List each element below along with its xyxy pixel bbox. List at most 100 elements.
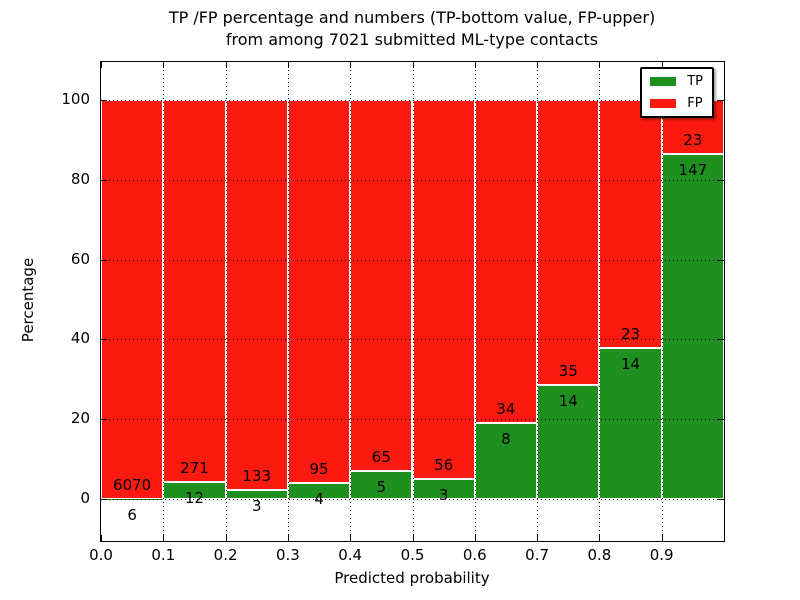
bar-fp-segment <box>163 100 226 483</box>
x-gridline <box>225 62 227 541</box>
x-tick-mark <box>661 535 663 541</box>
x-tick-mark <box>101 62 102 68</box>
x-tick-mark <box>537 62 539 68</box>
x-tick-mark <box>163 535 165 541</box>
bar-tp-segment <box>661 153 724 499</box>
bar-tp-segment <box>163 482 226 499</box>
bar-tp-count-label: 12 <box>184 489 204 508</box>
y-tick-mark <box>718 419 724 421</box>
bar-fp-count-label: 133 <box>242 467 272 486</box>
x-gridline <box>474 62 476 541</box>
y-tick-mark <box>718 100 724 101</box>
bar-tp-segment <box>412 478 475 499</box>
y-tick-mark <box>718 339 724 341</box>
bar-fp-segment <box>537 100 600 385</box>
bar-fp-count-label: 65 <box>371 447 391 466</box>
x-axis-label: Predicted probability <box>334 569 490 587</box>
x-tick-mark <box>474 535 476 541</box>
legend-label: TP <box>687 74 703 89</box>
y-tick-label: 100 <box>61 90 90 108</box>
bar-fp-count-label: 34 <box>496 400 516 418</box>
x-tick-mark <box>350 535 352 541</box>
plot-area: TP FP 6070 6 271 12 133 3 95 4 65 5 56 3 34 8 35 14 23 14 2… <box>100 61 725 542</box>
bar-tp-segment <box>287 482 351 499</box>
y-tick-label: 40 <box>70 329 90 348</box>
y-tick-label: 20 <box>70 409 90 428</box>
x-tick-label: 0.6 <box>462 546 487 564</box>
bar-tp-count-label: 6 <box>127 505 137 524</box>
y-tick-mark <box>718 179 724 181</box>
y-tick-mark <box>101 100 107 101</box>
x-gridline <box>412 62 414 541</box>
x-gridline <box>599 62 601 541</box>
legend-label: FP <box>687 96 703 111</box>
x-gridline <box>163 62 165 541</box>
x-tick-mark <box>350 62 352 68</box>
bar-fp-segment <box>474 100 538 423</box>
x-tick-mark <box>225 535 227 541</box>
bar-fp-count-label: 56 <box>434 455 454 474</box>
legend-swatch-fp <box>650 99 677 108</box>
x-gridline <box>661 62 663 541</box>
y-tick-mark <box>101 419 107 421</box>
bar-tp-segment <box>350 470 413 499</box>
x-tick-mark <box>599 62 601 68</box>
y-tick-mark <box>101 339 107 341</box>
x-tick-label: 0.3 <box>275 546 300 564</box>
bar-tp-count-label: 8 <box>501 430 511 448</box>
x-tick-label: 0.7 <box>525 546 550 564</box>
bar-fp-segment <box>412 100 475 479</box>
bar-fp-segment <box>350 100 413 471</box>
chart-title-line1: TP /FP percentage and numbers (TP-bottom… <box>168 8 656 27</box>
bar-tp-count-label: 4 <box>314 489 324 508</box>
y-axis-label: Percentage <box>19 257 37 343</box>
chart-title-line2: from among 7021 submitted ML-type contac… <box>225 30 599 49</box>
x-tick-label: 0.0 <box>89 546 113 564</box>
x-tick-mark <box>287 62 289 68</box>
bar-fp-count-label: 23 <box>621 325 641 344</box>
x-tick-mark <box>101 535 102 541</box>
x-tick-mark <box>412 62 414 68</box>
y-tick-mark <box>101 259 107 261</box>
x-tick-mark <box>163 62 165 68</box>
x-tick-mark <box>287 535 289 541</box>
bar-tp-count-label: 147 <box>678 160 708 179</box>
x-gridline <box>350 62 352 541</box>
bar-fp-segment <box>101 100 164 499</box>
x-tick-label: 0.4 <box>338 546 363 564</box>
x-tick-mark <box>661 62 663 68</box>
legend-swatch-tp <box>650 77 677 86</box>
y-tick-label: 80 <box>70 169 90 188</box>
y-tick-mark <box>718 259 724 261</box>
bar-fp-segment <box>599 100 662 349</box>
bar-fp-count-label: 95 <box>309 459 329 478</box>
legend: TP FP <box>640 67 714 118</box>
y-tick-mark <box>101 499 107 500</box>
x-tick-label: 0.2 <box>213 546 238 564</box>
x-tick-mark <box>474 62 476 68</box>
legend-item: TP <box>650 75 703 88</box>
bar-tp-count-label: 5 <box>376 477 387 496</box>
y-tick-label: 0 <box>80 489 90 507</box>
bar-fp-count-label: 271 <box>180 459 209 478</box>
bar-fp-segment <box>225 100 288 491</box>
bar-tp-segment <box>537 385 600 499</box>
legend-item: FP <box>650 97 703 110</box>
x-tick-mark <box>599 535 601 541</box>
bar-tp-segment <box>599 348 662 499</box>
y-tick-mark <box>718 499 724 500</box>
bar-tp-segment <box>225 490 288 499</box>
bar-fp-count-label: 6070 <box>113 475 152 494</box>
y-tick-label: 60 <box>70 249 90 268</box>
x-gridline <box>537 62 539 541</box>
bar-fp-segment <box>287 100 351 483</box>
y-tick-mark <box>101 179 107 181</box>
x-tick-mark <box>412 535 414 541</box>
chart-title: TP /FP percentage and numbers (TP-bottom… <box>169 7 655 51</box>
bar-tp-segment <box>474 423 538 499</box>
x-tick-label: 0.5 <box>400 546 425 564</box>
x-gridline <box>287 62 289 541</box>
x-tick-mark <box>225 62 227 68</box>
x-tick-label: 0.8 <box>587 546 612 564</box>
